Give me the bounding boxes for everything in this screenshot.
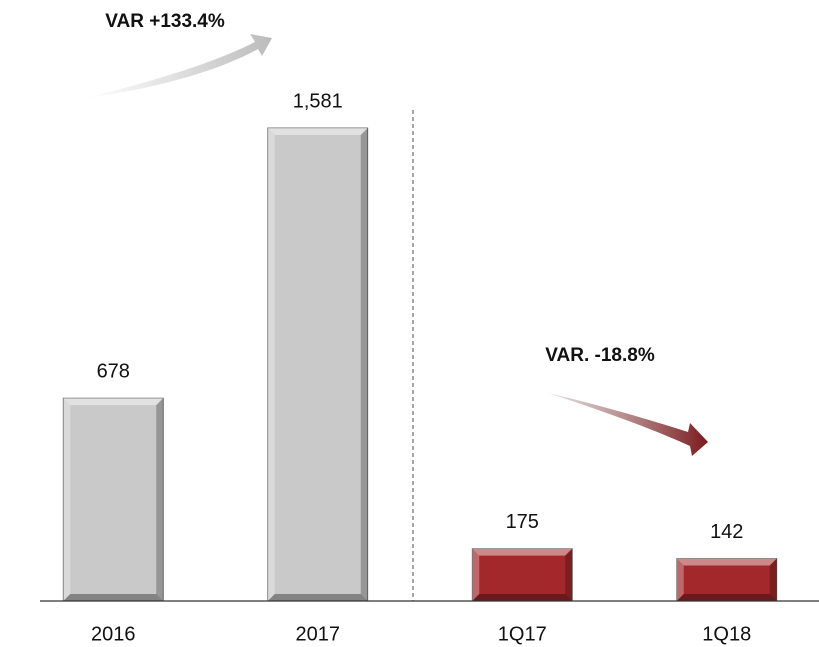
bar xyxy=(267,127,369,602)
bevel-left xyxy=(63,398,71,601)
bevel-top xyxy=(267,128,368,135)
bevel-bottom xyxy=(63,594,164,601)
arrow-down xyxy=(548,393,708,456)
annotation: VAR. -18.8% xyxy=(545,345,655,366)
x-tick-label: 2017 xyxy=(296,623,341,645)
bevel-bottom xyxy=(472,594,573,601)
bar xyxy=(676,558,778,602)
bevel-bottom xyxy=(676,594,777,601)
bevel-left xyxy=(676,558,684,601)
arrow-up xyxy=(85,34,272,98)
bevel-right xyxy=(565,548,573,601)
bevel-left xyxy=(472,548,480,601)
x-tick-label: 1Q17 xyxy=(498,623,547,645)
value-label: 175 xyxy=(506,511,539,533)
bevel-left xyxy=(267,128,275,601)
value-label: 678 xyxy=(97,360,130,382)
annotation: VAR +133.4% xyxy=(105,11,225,32)
bevel-bottom xyxy=(267,594,368,601)
value-label: 1,581 xyxy=(293,90,343,112)
bar xyxy=(471,548,573,602)
bevel-right xyxy=(769,558,777,601)
x-tick-label: 2016 xyxy=(91,623,136,645)
bar xyxy=(62,397,164,602)
bevel-right xyxy=(156,398,164,601)
bevel-top xyxy=(472,548,573,556)
x-tick-label: 1Q18 xyxy=(702,623,751,645)
bevel-top xyxy=(676,558,777,566)
bevel-right xyxy=(360,128,368,601)
bevel-top xyxy=(63,398,164,406)
value-label: 142 xyxy=(710,521,743,543)
